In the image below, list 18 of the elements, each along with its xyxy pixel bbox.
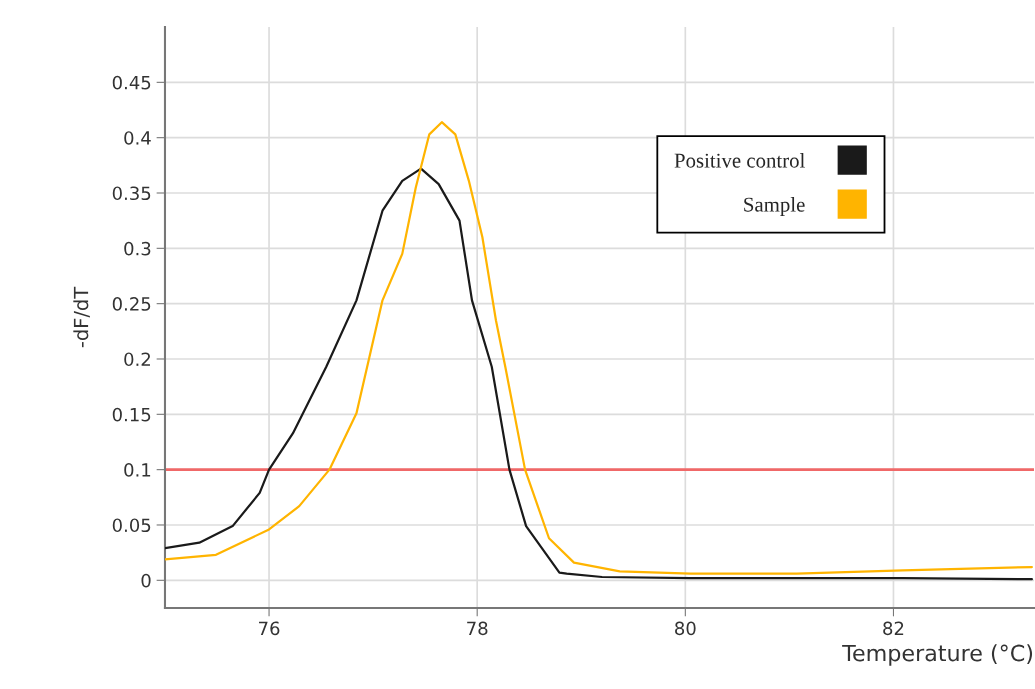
y-tick-label: 0.45 xyxy=(112,75,151,90)
legend-label: Positive control xyxy=(674,152,805,168)
y-tick-label: 0.15 xyxy=(112,407,151,422)
y-tick-label: 0.35 xyxy=(112,186,151,201)
y-tick-label: 0.3 xyxy=(124,241,151,256)
x-axis-title: Temperature (°C) xyxy=(842,644,1033,666)
y-tick-label: 0.2 xyxy=(124,352,150,367)
x-tick-label: 76 xyxy=(259,621,280,636)
x-tick-label: 80 xyxy=(675,621,696,636)
y-tick-label: 0.4 xyxy=(124,131,151,145)
x-tick-label: 78 xyxy=(467,621,488,636)
y-tick-label: 0 xyxy=(141,573,151,588)
y-axis-title: -dF/dT xyxy=(73,286,90,348)
x-tick-label: 82 xyxy=(883,621,904,636)
y-tick-label: 0.1 xyxy=(124,463,151,477)
y-tick-label: 0.05 xyxy=(112,518,151,533)
legend-label: Sample xyxy=(744,197,805,216)
y-tick-label: 0.25 xyxy=(112,297,151,311)
